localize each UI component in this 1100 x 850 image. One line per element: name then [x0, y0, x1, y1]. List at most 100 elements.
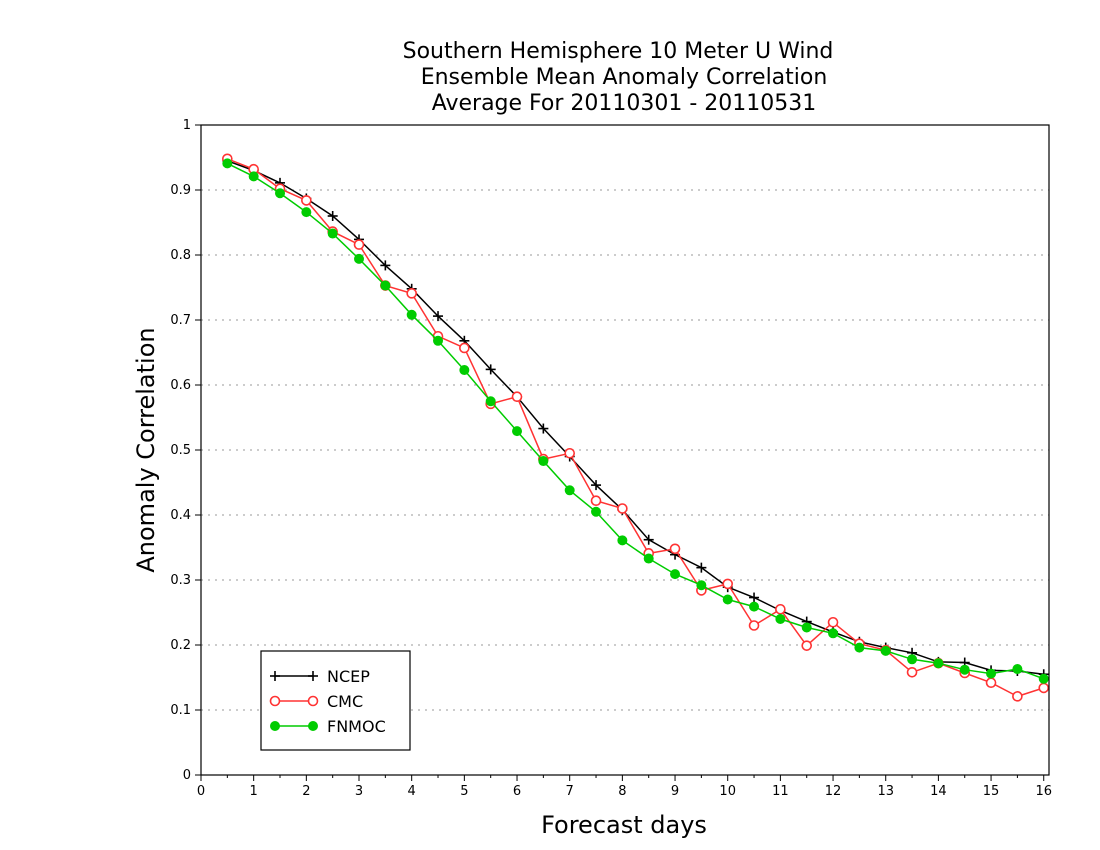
data-point-fnmoc — [248, 171, 259, 182]
legend-label-cmc: CMC — [327, 692, 363, 711]
data-point-ncep — [591, 480, 602, 491]
data-point-fnmoc — [406, 309, 417, 320]
legend-item-cmc: CMC — [269, 692, 363, 711]
legend-marker-ncep — [308, 671, 318, 681]
y-tick-label: 0.9 — [170, 183, 191, 198]
data-point-cmc — [1038, 682, 1050, 694]
data-point-fnmoc — [1012, 664, 1023, 675]
data-point-fnmoc — [907, 654, 918, 665]
series-cmc — [222, 153, 1050, 702]
data-point-fnmoc — [512, 426, 523, 437]
series-ncep — [222, 155, 1049, 680]
y-tick-label: 0 — [183, 768, 191, 783]
data-point-fnmoc — [222, 158, 233, 169]
data-point-fnmoc — [617, 535, 628, 546]
x-tick-label: 14 — [930, 784, 947, 799]
legend-marker-cmc — [269, 695, 281, 707]
data-point-fnmoc — [591, 506, 602, 517]
data-point-fnmoc — [327, 228, 338, 239]
x-tick-label: 3 — [355, 784, 363, 799]
x-tick-label: 0 — [197, 784, 205, 799]
x-tick-label: 4 — [408, 784, 416, 799]
y-tick-label: 0.7 — [170, 313, 191, 328]
y-tick-label: 0.3 — [170, 573, 191, 588]
chart-title: Southern Hemisphere 10 Meter U Wind Ense… — [403, 39, 834, 116]
legend: NCEP CMC FNMOC — [260, 650, 411, 751]
x-tick-label: 5 — [460, 784, 468, 799]
data-point-fnmoc — [801, 622, 812, 633]
data-point-fnmoc — [275, 188, 286, 199]
data-point-fnmoc — [880, 645, 891, 656]
data-point-fnmoc — [354, 253, 365, 264]
x-tick-label: 15 — [983, 784, 1000, 799]
data-point-fnmoc — [933, 658, 944, 669]
x-tick-label: 12 — [825, 784, 842, 799]
data-point-cmc — [669, 543, 681, 555]
y-tick-label: 0.2 — [170, 638, 191, 653]
data-point-fnmoc — [670, 569, 681, 580]
data-point-cmc — [406, 288, 417, 299]
x-tick-label: 13 — [877, 784, 894, 799]
data-point-ncep — [538, 423, 549, 434]
y-tick-label: 0.5 — [170, 443, 191, 458]
legend-marker-fnmoc — [308, 721, 318, 731]
data-point-cmc — [590, 495, 602, 507]
y-tick-label: 0.8 — [170, 248, 191, 263]
y-axis-label: Anomaly Correlation — [132, 327, 160, 572]
data-point-cmc — [353, 239, 365, 250]
chart-title-line-3: Average For 20110301 - 20110531 — [432, 91, 817, 116]
data-point-fnmoc — [459, 365, 470, 376]
legend-item-fnmoc: FNMOC — [270, 717, 386, 736]
x-tick-label: 7 — [566, 784, 574, 799]
series-line-ncep — [227, 160, 1044, 676]
data-point-fnmoc — [380, 280, 391, 291]
data-point-fnmoc — [828, 628, 839, 639]
data-point-fnmoc — [696, 580, 707, 591]
legend-marker-fnmoc — [270, 721, 280, 731]
data-point-ncep — [696, 562, 707, 573]
data-point-cmc — [906, 666, 918, 678]
legend-item-ncep: NCEP — [270, 667, 370, 686]
series-fnmoc — [222, 158, 1049, 684]
data-point-cmc — [564, 447, 575, 459]
series-layer — [222, 153, 1050, 702]
data-point-ncep — [643, 534, 654, 545]
chart-title-line-2: Ensemble Mean Anomaly Correlation — [421, 65, 828, 90]
y-tick-label: 0.6 — [170, 378, 191, 393]
data-point-cmc — [617, 503, 628, 514]
data-point-cmc — [775, 603, 786, 615]
data-point-cmc — [985, 677, 997, 689]
data-point-fnmoc — [538, 456, 549, 467]
data-point-fnmoc — [301, 207, 312, 218]
data-point-fnmoc — [775, 614, 786, 624]
x-tick-label: 2 — [302, 784, 310, 799]
data-point-fnmoc — [564, 485, 575, 496]
data-point-fnmoc — [1038, 673, 1049, 684]
x-tick-label: 9 — [671, 784, 679, 799]
legend-marker-cmc — [307, 695, 319, 707]
y-tick-label: 1 — [183, 118, 191, 133]
data-point-ncep — [749, 592, 760, 603]
data-point-cmc — [1012, 691, 1023, 702]
axis-ticks: 00.10.20.30.40.50.60.70.80.910 1 2 3 4 5 6 7 8 9 1… — [170, 118, 1052, 799]
data-point-fnmoc — [433, 335, 444, 346]
data-point-ncep — [433, 311, 444, 322]
data-point-ncep — [327, 211, 338, 221]
x-tick-label: 16 — [1035, 784, 1052, 799]
data-point-cmc — [801, 640, 813, 651]
data-point-fnmoc — [485, 396, 496, 407]
data-point-ncep — [380, 260, 391, 271]
legend-label-fnmoc: FNMOC — [327, 717, 386, 736]
data-point-cmc — [511, 391, 523, 403]
data-point-fnmoc — [749, 601, 760, 612]
x-tick-label: 11 — [772, 784, 789, 799]
gridlines — [201, 189, 1049, 711]
data-point-cmc — [459, 342, 470, 354]
x-tick-label: 1 — [250, 784, 258, 799]
data-point-cmc — [748, 620, 760, 631]
x-tick-label: 8 — [618, 784, 626, 799]
data-point-fnmoc — [986, 668, 997, 679]
chart-title-line-1: Southern Hemisphere 10 Meter U Wind — [403, 39, 834, 64]
data-point-fnmoc — [722, 594, 733, 605]
